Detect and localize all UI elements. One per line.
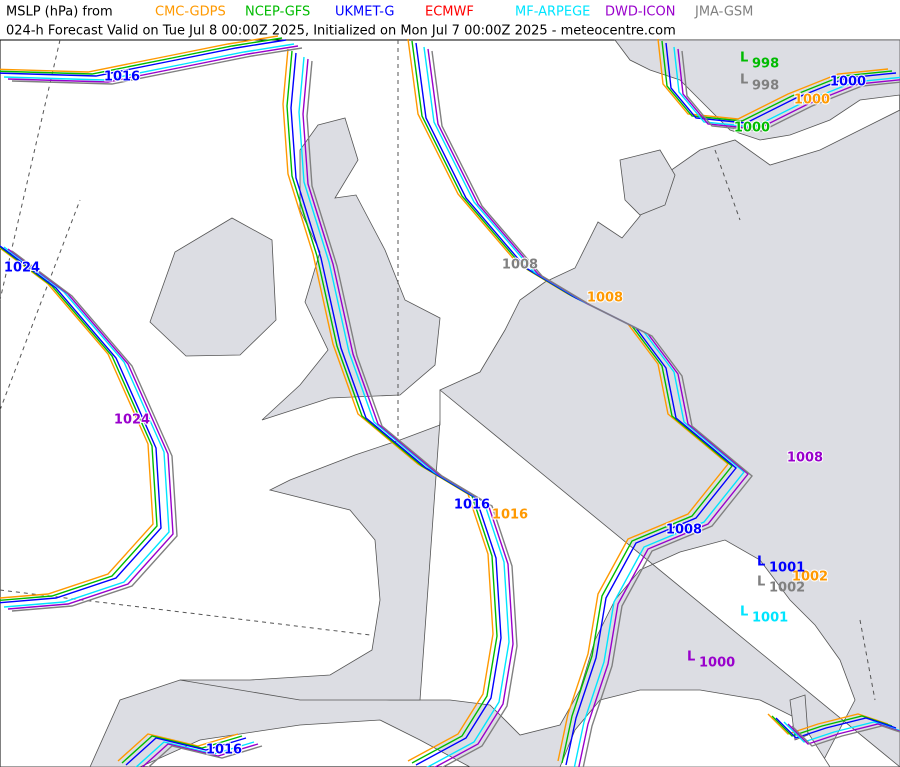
- france-west: [179, 390, 441, 701]
- isobar: [7, 248, 174, 610]
- contour-label: 1008: [787, 451, 823, 466]
- denmark: [619, 149, 676, 216]
- isobar: [11, 250, 178, 612]
- isobar: [657, 38, 889, 120]
- isobar: [0, 35, 279, 73]
- low-symbol: L: [757, 555, 765, 570]
- contour-label: 1000: [734, 121, 770, 136]
- subtitle: 024-h Forecast Valid on Tue Jul 8 00:00Z…: [6, 24, 676, 39]
- isobar: [677, 48, 900, 130]
- title: MSLP (hPa) from: [6, 5, 113, 20]
- isobar: [7, 45, 299, 83]
- continent: [0, 109, 900, 767]
- legend-entry: UKMET-G: [335, 5, 394, 20]
- isobar: [791, 725, 900, 747]
- ireland: [149, 217, 277, 357]
- isobar: [431, 50, 753, 767]
- contour-label: 1024: [4, 261, 40, 276]
- isobar: [147, 745, 263, 767]
- isobar: [141, 743, 259, 767]
- isobar: [0, 247, 154, 599]
- isobar: [427, 48, 749, 767]
- isobar: [135, 741, 255, 767]
- isobar: [415, 42, 737, 766]
- low-value: 998: [752, 57, 779, 72]
- contour-label: 1016: [104, 70, 140, 85]
- isobar: [0, 37, 283, 75]
- legend: CMC-GDPS NCEP-GFS UKMET-G ECMWF MF-ARPEGE DWD…: [155, 5, 753, 20]
- isobar: [0, 245, 162, 604]
- low-symbol: L: [740, 51, 748, 66]
- mediterranean: [559, 689, 831, 767]
- isobar: [298, 56, 510, 767]
- isobar: [302, 58, 514, 767]
- contour-label: 1016: [206, 743, 242, 758]
- low-value: 1000: [699, 656, 735, 671]
- legend-entry: MF-ARPEGE: [515, 5, 590, 20]
- low-symbol: L: [740, 73, 748, 88]
- isobar: [290, 52, 502, 766]
- low-value: 1002: [769, 581, 805, 596]
- legend-entry: ECMWF: [425, 5, 474, 20]
- isobar: [11, 47, 303, 85]
- contour-label: 1016: [492, 508, 528, 523]
- isobar: [125, 737, 247, 766]
- contour-label: 1008: [666, 523, 702, 538]
- isobar: [665, 42, 897, 124]
- map: 1016102410241008100810081008101610161016…: [0, 35, 900, 767]
- contour-label: 1002: [792, 570, 828, 585]
- isobars: [0, 35, 900, 767]
- contour-label: 1000: [830, 75, 866, 90]
- low-value: 1001: [752, 611, 788, 626]
- scandinavia: [614, 39, 900, 141]
- contour-label: 1008: [587, 291, 623, 306]
- isobar: [3, 43, 295, 81]
- legend-entry: CMC-GDPS: [155, 5, 226, 20]
- great-britain: [261, 117, 441, 421]
- isobar: [121, 735, 243, 764]
- legend-entry: NCEP-GFS: [245, 5, 310, 20]
- isobar: [673, 46, 900, 128]
- legend-entry: JMA-GSM: [694, 5, 753, 20]
- contour-labels: 1016102410241008100810081008101610161016…: [3, 51, 867, 759]
- low-symbol: L: [740, 605, 748, 620]
- isobar: [0, 246, 158, 602]
- isobar: [0, 39, 287, 77]
- low-symbol: L: [757, 575, 765, 590]
- contour-label: 1000: [794, 93, 830, 108]
- isobar: [407, 38, 729, 762]
- contour-label: 1016: [454, 498, 490, 513]
- isobar: [286, 50, 498, 764]
- isobar: [3, 246, 170, 608]
- grid-line: [0, 39, 876, 701]
- low-value: 1001: [769, 561, 805, 576]
- isobar: [661, 40, 893, 122]
- isobar: [411, 40, 733, 764]
- isobar: [775, 717, 897, 739]
- isobar: [423, 46, 745, 767]
- isobar: [117, 733, 239, 762]
- contour-label: 1024: [114, 413, 150, 428]
- isobar: [306, 60, 518, 767]
- low-symbol: L: [687, 650, 695, 665]
- contour-label: 1008: [502, 258, 538, 273]
- legend-entry: DWD-ICON: [605, 5, 675, 20]
- isobar: [681, 50, 900, 132]
- isobar: [282, 48, 494, 762]
- low-value: 998: [752, 79, 779, 94]
